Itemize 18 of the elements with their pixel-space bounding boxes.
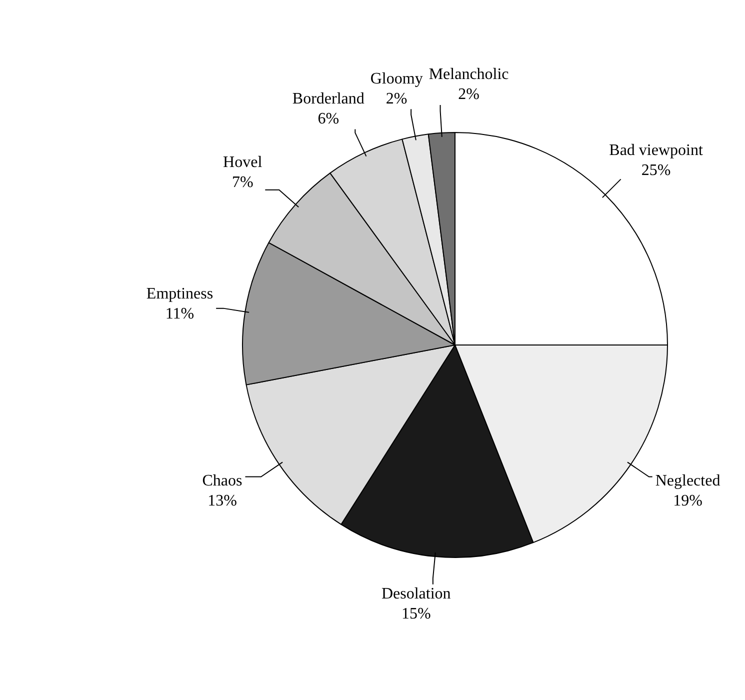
- slice-label: Emptiness: [146, 285, 214, 302]
- slice-label: Desolation: [381, 586, 451, 603]
- data-label: 2%: [458, 86, 480, 104]
- slice-label: Borderland: [292, 90, 364, 108]
- data-label: 7%: [232, 174, 254, 191]
- slice-label: Melancholic: [428, 66, 509, 84]
- slice-label: Bad viewpoint: [609, 142, 704, 159]
- slice-label: Hovel: [223, 154, 263, 171]
- data-label: 25%: [641, 162, 671, 179]
- data-label: 6%: [318, 110, 340, 128]
- data-label: 2%: [386, 90, 408, 108]
- data-label: 15%: [401, 606, 431, 623]
- slice-label: Chaos: [202, 472, 242, 490]
- slice-label: Gloomy: [370, 70, 423, 88]
- data-label: 11%: [165, 305, 194, 322]
- data-label: 13%: [208, 492, 237, 510]
- data-label: 19%: [673, 492, 702, 510]
- slice-label: Neglected: [655, 472, 720, 490]
